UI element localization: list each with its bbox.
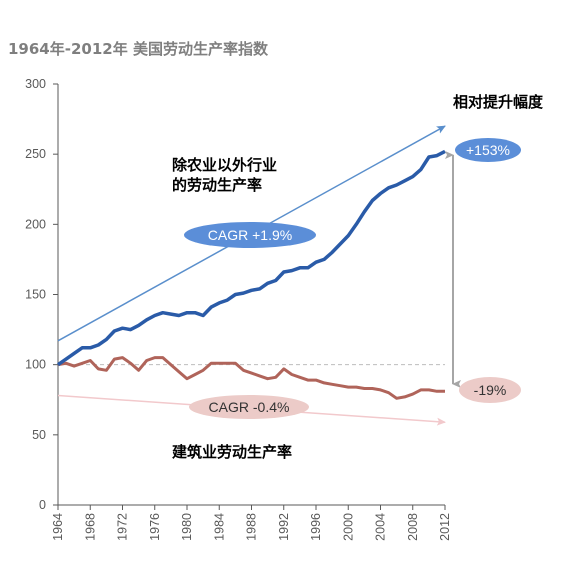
cagr-nonfarm-badge-text: CAGR +1.9% xyxy=(208,227,292,243)
cagr-nonfarm-badge-bg xyxy=(184,222,316,248)
y-tick-label: 100 xyxy=(25,358,46,372)
annotation-layer: CAGR +1.9% CAGR -0.4% +153% -19% xyxy=(184,138,521,419)
cagr-construction-badge-bg xyxy=(189,395,309,419)
axis-layer: 0 50 100 150 200 250 300 1964 1968 1972 1976 1980 19… xyxy=(25,77,452,541)
x-tick-label: 2004 xyxy=(374,513,388,541)
x-tick-label: 1984 xyxy=(212,513,226,541)
y-tick-label: 300 xyxy=(25,77,46,91)
x-tick-label: 2000 xyxy=(341,513,355,541)
x-tick-label: 1980 xyxy=(180,513,194,541)
x-tick-label: 1972 xyxy=(116,513,130,541)
nonfarm-change-badge-bg xyxy=(455,138,521,162)
x-tick-label: 2012 xyxy=(438,513,452,541)
x-tick-label: 1996 xyxy=(309,513,323,541)
nonfarm-series-label: 除农业以外行业 的劳动生产率 xyxy=(172,156,278,194)
x-tick-label: 1992 xyxy=(277,513,291,541)
cagr-construction-badge-text: CAGR -0.4% xyxy=(209,399,290,415)
y-tick-label: 150 xyxy=(25,288,46,302)
x-tick-label: 1976 xyxy=(148,513,162,541)
x-tick-label: 2008 xyxy=(406,513,420,541)
construction-change-badge-text: -19% xyxy=(474,382,507,398)
y-tick-label: 250 xyxy=(25,147,46,161)
x-tick-label: 1968 xyxy=(83,513,97,541)
y-tick-label: 50 xyxy=(32,428,46,442)
x-tick-label: 1988 xyxy=(245,513,259,541)
y-tick-label: 0 xyxy=(39,498,46,512)
nonfarm-productivity-line xyxy=(57,149,446,367)
construction-series-label: 建筑业劳动生产率 xyxy=(172,443,293,461)
construction-change-badge-bg xyxy=(459,377,521,403)
series-layer xyxy=(57,149,446,400)
y-tick-label: 200 xyxy=(25,217,46,231)
relative-increase-label: 相对提升幅度 xyxy=(453,93,544,111)
x-tick-label: 1964 xyxy=(51,513,65,541)
page-title: 1964年-2012年 美国劳动生产率指数 xyxy=(8,40,268,58)
construction-productivity-line xyxy=(57,356,445,400)
nonfarm-change-badge-text: +153% xyxy=(466,142,510,158)
